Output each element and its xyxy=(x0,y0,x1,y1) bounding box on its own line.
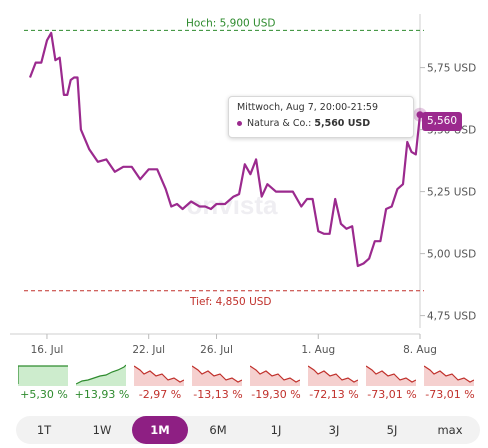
performance-value: -19,30 % xyxy=(251,388,301,401)
x-tick-label: 1. Aug xyxy=(301,344,335,356)
performance-item: +13,93 % xyxy=(74,362,130,406)
sparkline-line xyxy=(18,365,68,384)
reference-lines: Hoch: 5,900 USD Tief: 4,850 USD xyxy=(24,17,424,308)
sparkline-line xyxy=(192,365,242,383)
range-button-6m[interactable]: 6M xyxy=(209,423,227,437)
sparkline-down xyxy=(366,365,416,386)
range-button-1t[interactable]: 1T xyxy=(36,423,52,437)
sparkline-down xyxy=(192,365,242,386)
range-button-3j[interactable]: 3J xyxy=(328,423,340,437)
low-label: Tief: 4,850 USD xyxy=(189,296,272,308)
range-button-max[interactable]: max xyxy=(437,423,463,437)
sparkline-area xyxy=(76,365,126,386)
sparkline-area xyxy=(424,366,474,386)
range-button-1j[interactable]: 1J xyxy=(270,423,282,437)
last-point xyxy=(416,111,424,119)
performance-value: -73,01 % xyxy=(367,388,417,401)
tooltip-title: Mittwoch, Aug 7, 20:00-21:59 xyxy=(237,102,378,113)
x-tick-label: 8. Aug xyxy=(403,344,437,356)
sparkline-area xyxy=(250,366,300,386)
range-button-1m[interactable]: 1M xyxy=(132,416,188,444)
sparkline-area xyxy=(192,366,242,386)
range-button-5j[interactable]: 5J xyxy=(386,423,398,437)
watermark: onvista xyxy=(186,190,278,220)
sparkline-area xyxy=(134,366,184,386)
sparkline-up xyxy=(76,364,126,386)
x-tick-label: 26. Jul xyxy=(200,344,233,356)
sparkline-area xyxy=(18,366,68,386)
y-tick-label: 4,75 USD xyxy=(427,311,476,323)
x-tick-label: 16. Jul xyxy=(31,344,64,356)
y-tick-label: 5,00 USD xyxy=(427,249,476,261)
sparkline-down xyxy=(134,365,184,386)
performance-item: -19,30 % xyxy=(248,362,304,406)
series-dot-icon xyxy=(237,121,242,126)
performance-value: -13,13 % xyxy=(193,388,243,401)
sparkline-area xyxy=(366,366,416,386)
performance-item: +5,30 % xyxy=(16,362,72,406)
performance-value: -73,01 % xyxy=(425,388,475,401)
x-tick-label: 22. Jul xyxy=(132,344,165,356)
tooltip-series-label: Natura & Co.: xyxy=(247,118,312,129)
sparkline-line xyxy=(424,365,474,383)
chart-tooltip: Mittwoch, Aug 7, 20:00-21:59 Natura & Co… xyxy=(228,96,414,138)
performance-value: -2,97 % xyxy=(138,388,182,401)
tooltip-value: 5,560 USD xyxy=(314,118,371,129)
range-button-1w[interactable]: 1W xyxy=(92,423,112,437)
y-tick-label: 5,75 USD xyxy=(427,63,476,75)
performance-value: +13,93 % xyxy=(74,388,130,401)
performance-item: -13,13 % xyxy=(190,362,246,406)
performance-row: +5,30 % +13,93 % -2,97 % -13,13 % -19,30 % -7… xyxy=(16,362,475,406)
current-price-badge: 5,560 xyxy=(422,112,462,131)
performance-value: -72,13 % xyxy=(309,388,359,401)
performance-item: -72,13 % xyxy=(306,362,362,406)
performance-item: -73,01 % xyxy=(364,362,420,406)
sparkline-down xyxy=(308,365,358,386)
y-tick-label: 5,25 USD xyxy=(427,187,476,199)
sparkline-line xyxy=(250,365,300,383)
time-range-selector: 1T 1W 1M 6M 1J 3J 5J max xyxy=(16,416,480,444)
sparkline-down xyxy=(424,365,474,386)
sparkline-line xyxy=(134,365,184,383)
sparkline-line xyxy=(308,365,358,383)
sparkline-area xyxy=(308,366,358,386)
sparkline-line xyxy=(76,364,126,385)
performance-item: -2,97 % xyxy=(132,362,188,406)
high-label: Hoch: 5,900 USD xyxy=(186,17,275,29)
performance-item: -73,01 % xyxy=(422,362,478,406)
sparkline-line xyxy=(366,365,416,383)
series-line xyxy=(28,31,422,268)
series-lines xyxy=(28,31,427,268)
performance-value: +5,30 % xyxy=(20,388,68,401)
x-axis: 16. Jul 22. Jul 26. Jul 1. Aug 8. Aug xyxy=(10,333,437,356)
sparkline-up xyxy=(18,365,68,386)
sparkline-down xyxy=(250,365,300,386)
